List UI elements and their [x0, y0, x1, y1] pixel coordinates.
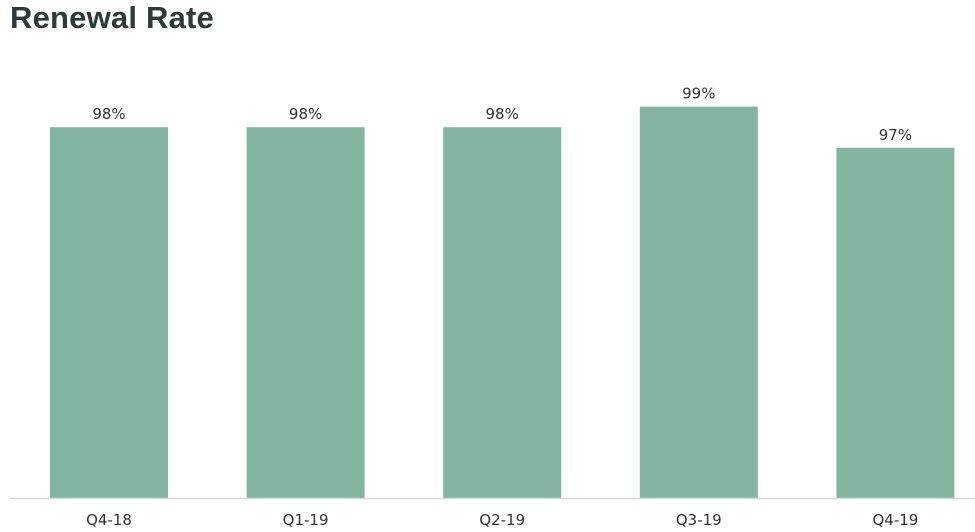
data-label: 98% [92, 105, 125, 123]
labels-group: 98% Q4-18 98% Q1-19 98% Q2-19 99% Q3-19 97% Q4-19 [86, 85, 918, 529]
bar-q2-19 [443, 127, 562, 498]
bars-group [50, 106, 955, 499]
data-label: 97% [879, 126, 912, 144]
x-tick-label: Q4-19 [872, 511, 918, 529]
x-tick-label: Q2-19 [479, 511, 525, 529]
x-tick-label: Q1-19 [283, 511, 329, 529]
data-label: 98% [486, 105, 519, 123]
x-tick-label: Q4-18 [86, 511, 132, 529]
x-tick-label: Q3-19 [676, 511, 722, 529]
bar-q4-18 [50, 127, 168, 498]
bar-q3-19 [639, 106, 758, 498]
bar-q1-19 [246, 127, 365, 498]
chart-title: Renewal Rate [10, 0, 214, 35]
data-label: 98% [289, 105, 322, 123]
bar-q4-19 [836, 147, 955, 499]
data-label: 99% [682, 85, 715, 103]
